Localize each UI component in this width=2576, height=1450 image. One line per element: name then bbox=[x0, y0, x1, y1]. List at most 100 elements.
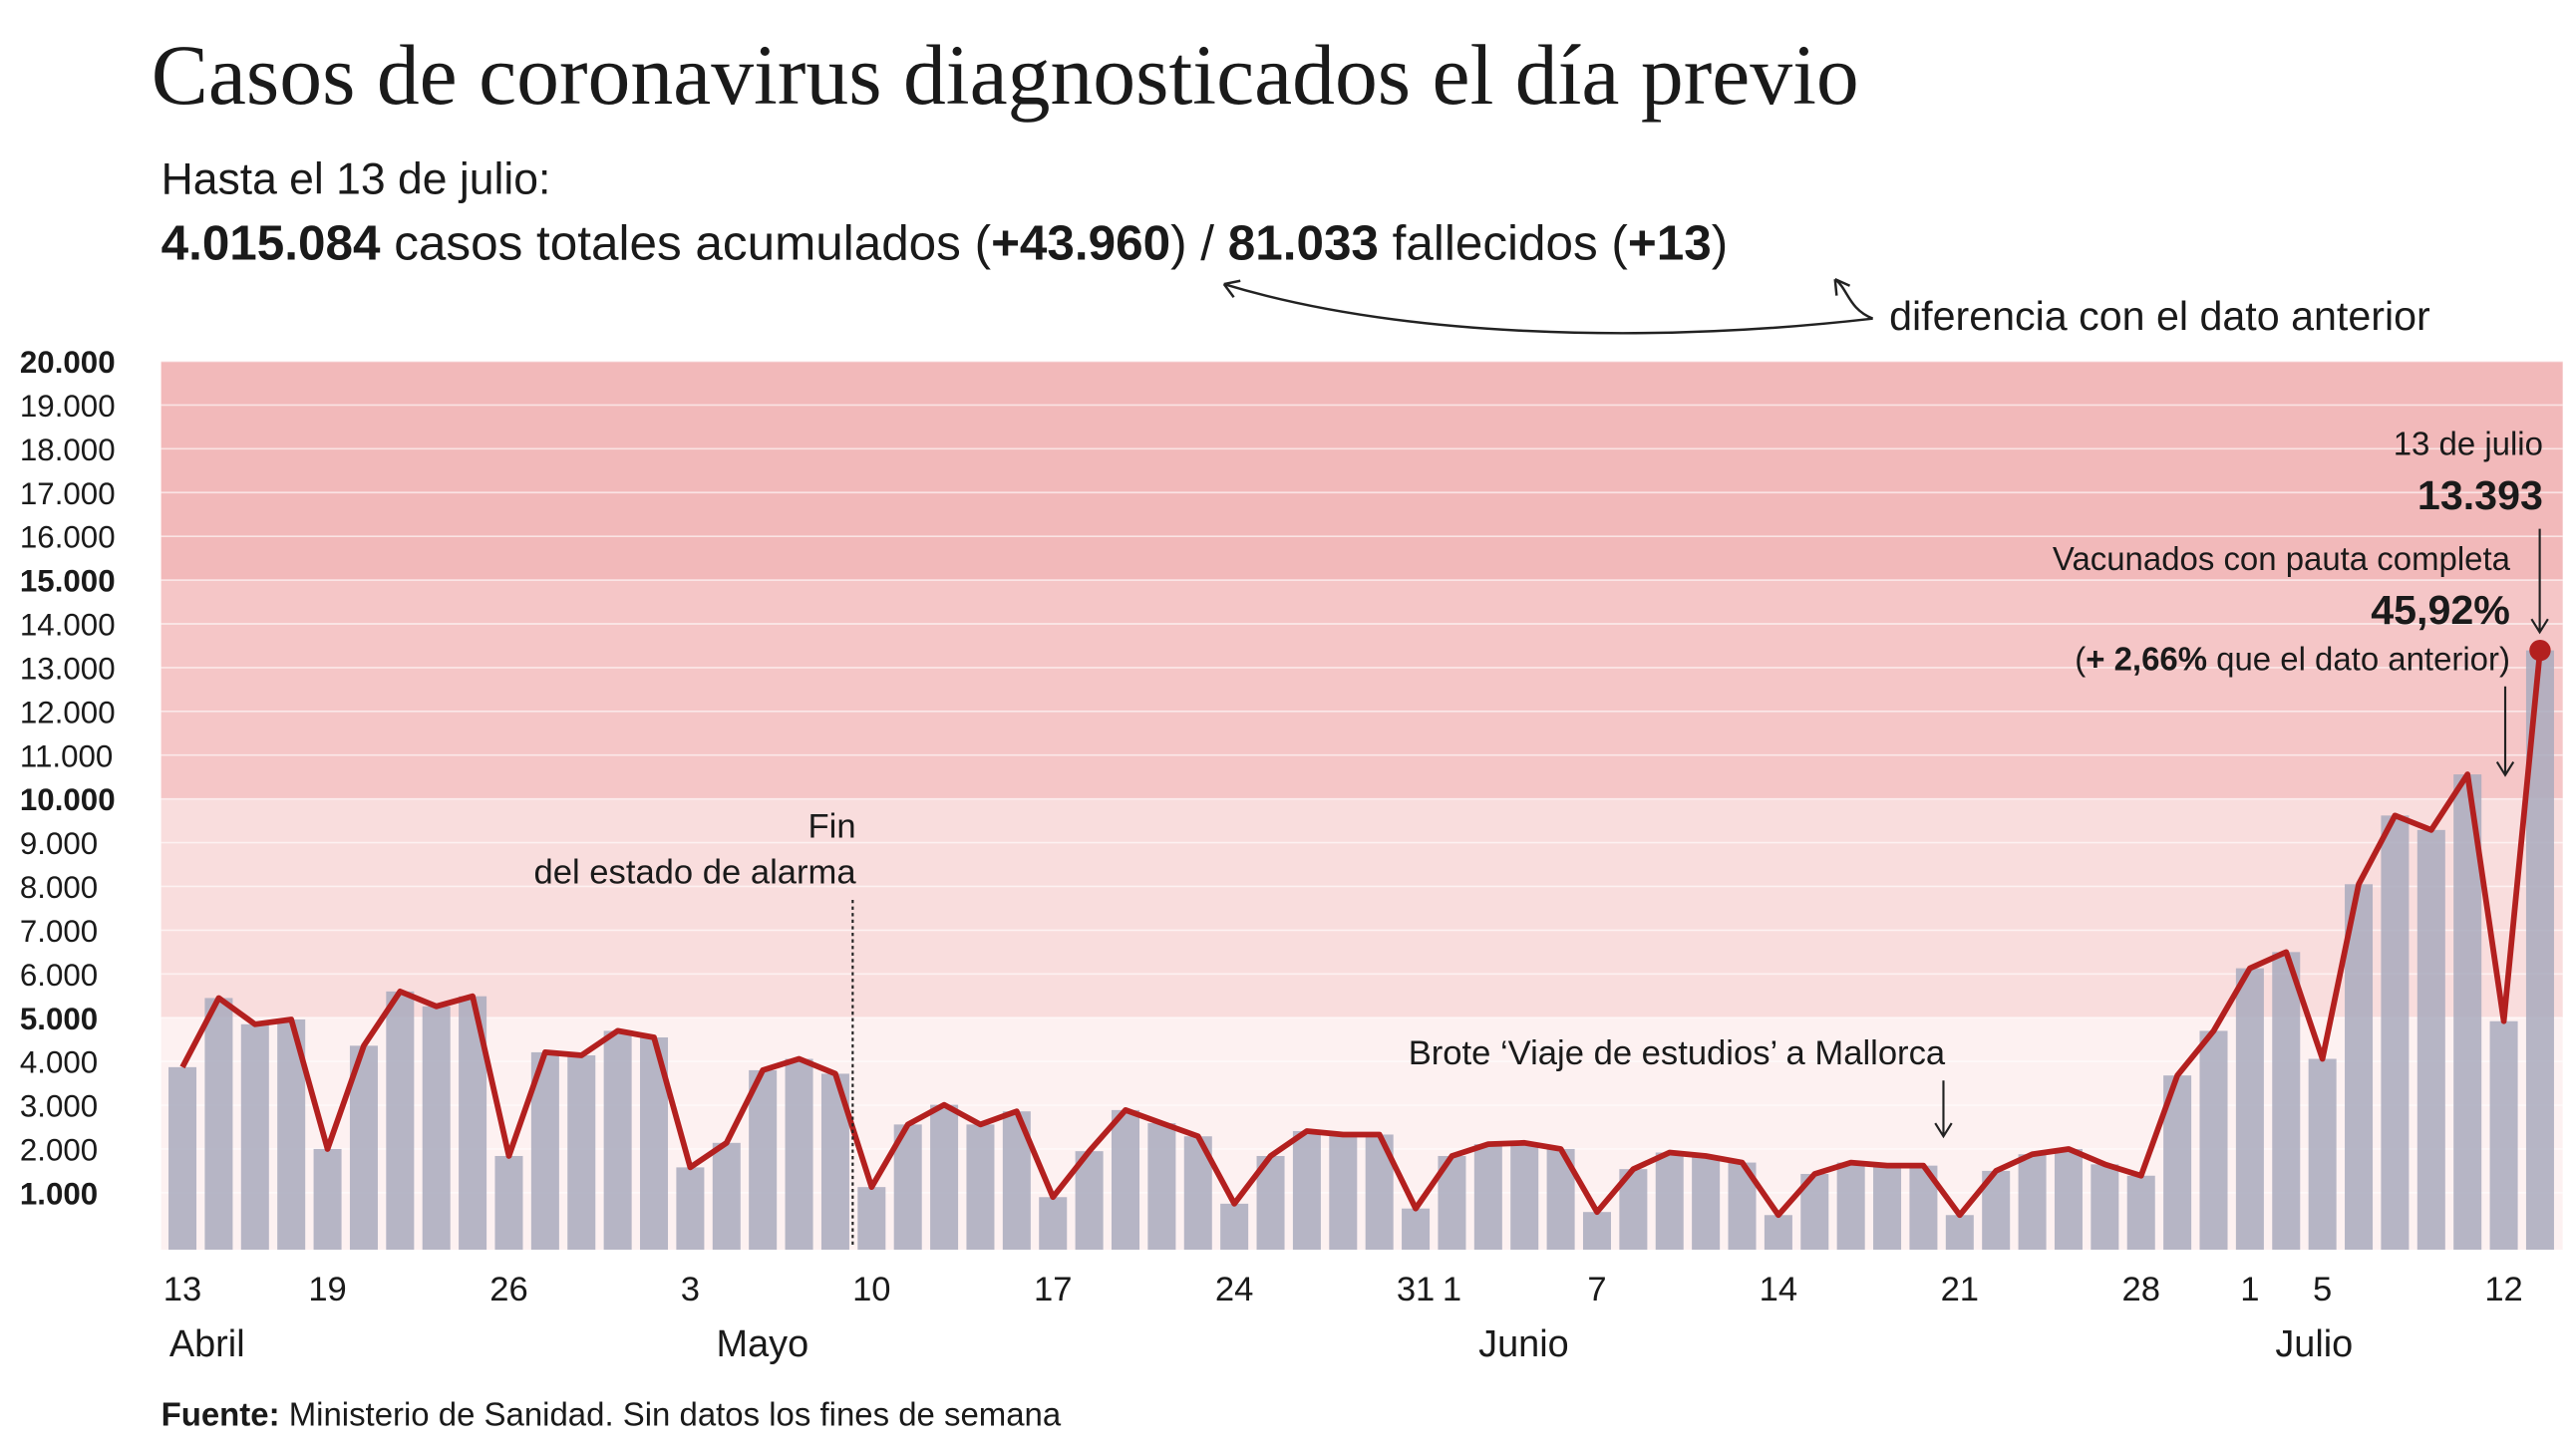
y-tick-label: 14.000 bbox=[20, 608, 116, 643]
bar bbox=[712, 1142, 741, 1250]
bar bbox=[1292, 1130, 1321, 1250]
subtitle: Hasta el 13 de julio: bbox=[161, 154, 551, 203]
text-part: +43.960 bbox=[991, 215, 1170, 270]
arrow bbox=[1833, 277, 1874, 320]
bar bbox=[2091, 1164, 2119, 1250]
bar bbox=[1329, 1134, 1358, 1250]
x-group-label: Mayo bbox=[717, 1323, 809, 1365]
bar bbox=[2235, 968, 2264, 1250]
line bbox=[179, 650, 2543, 1219]
y-tick-label: 11.000 bbox=[20, 738, 113, 773]
y-tick-label: 19.000 bbox=[20, 389, 116, 424]
x-tick-label: 21 bbox=[1941, 1271, 1979, 1308]
arrow bbox=[1222, 279, 1873, 335]
y-tick-label: 2.000 bbox=[20, 1132, 98, 1167]
chart-title: Casos de coronavirus diagnosticados el d… bbox=[152, 28, 1859, 123]
x-tick-label: 1 bbox=[1443, 1271, 1461, 1308]
y-tick-label: 9.000 bbox=[20, 826, 98, 861]
text-part: fallecidos ( bbox=[1379, 215, 1628, 270]
bar bbox=[749, 1069, 778, 1250]
text-part: Ministerio de Sanidad. Sin datos los fin… bbox=[280, 1395, 1062, 1432]
bar bbox=[204, 998, 233, 1250]
y-tick-label: 15.000 bbox=[20, 564, 116, 599]
bar bbox=[1147, 1123, 1176, 1250]
x-tick-label: 1 bbox=[2240, 1271, 2259, 1308]
bar bbox=[2126, 1175, 2155, 1250]
y-tick-label: 10.000 bbox=[20, 782, 116, 817]
bar bbox=[1945, 1215, 1974, 1250]
x-tick-label: 7 bbox=[1587, 1271, 1606, 1308]
bar bbox=[168, 1066, 197, 1250]
x-tick-label: 31 bbox=[1397, 1271, 1435, 1308]
bar bbox=[2272, 952, 2301, 1250]
text-part: Fuente: bbox=[161, 1395, 280, 1432]
x-tick-label: 5 bbox=[2313, 1271, 2332, 1308]
x-tick-label: 10 bbox=[852, 1271, 890, 1308]
y-tick-label: 4.000 bbox=[20, 1045, 98, 1080]
x-tick-label: 14 bbox=[1760, 1271, 1797, 1308]
bar bbox=[676, 1167, 705, 1250]
bar bbox=[1692, 1155, 1721, 1250]
bar bbox=[1039, 1197, 1068, 1250]
bar bbox=[2381, 815, 2410, 1250]
band bbox=[161, 361, 2563, 581]
x-group-label: Julio bbox=[2275, 1323, 2353, 1365]
bar bbox=[1873, 1165, 1902, 1250]
bar bbox=[930, 1104, 959, 1250]
bar bbox=[2018, 1154, 2047, 1250]
arrow bbox=[2530, 528, 2549, 635]
y-tick-label: 20.000 bbox=[20, 345, 116, 380]
bar bbox=[494, 1155, 523, 1250]
y-tick-label: 1.000 bbox=[20, 1176, 98, 1211]
bar bbox=[1836, 1162, 1865, 1250]
text-part: ) / bbox=[1170, 215, 1228, 270]
annotation: Vacunados con pauta completa bbox=[2053, 540, 2511, 577]
y-tick-label: 6.000 bbox=[20, 958, 98, 993]
end-point bbox=[2529, 639, 2551, 662]
bar bbox=[1111, 1109, 1140, 1250]
bar bbox=[1220, 1203, 1249, 1250]
arrow bbox=[2495, 686, 2515, 777]
bar bbox=[603, 1030, 632, 1250]
bar bbox=[2199, 1030, 2228, 1250]
bar bbox=[1402, 1208, 1431, 1250]
annotation: del estado de alarma bbox=[534, 854, 857, 892]
x-tick-label: 19 bbox=[308, 1271, 346, 1308]
x-group-label: Abril bbox=[169, 1323, 245, 1365]
x-tick-label: 12 bbox=[2484, 1271, 2522, 1308]
source: Fuente: Ministerio de Sanidad. Sin datos… bbox=[161, 1395, 1062, 1432]
arrow bbox=[1934, 1080, 1953, 1139]
annotation: Fin bbox=[808, 807, 856, 845]
plot: 1.000 2.000 3.000 4.000 5.000 6.000 7.000 8.000… bbox=[20, 345, 2563, 1365]
bar bbox=[2345, 884, 2374, 1250]
bar bbox=[386, 991, 415, 1250]
x-tick-label: 3 bbox=[681, 1271, 700, 1308]
text-part: ) bbox=[1712, 215, 1728, 270]
band bbox=[161, 580, 2563, 799]
y-tick-label: 13.000 bbox=[20, 651, 116, 686]
text-part: 81.033 bbox=[1228, 215, 1379, 270]
bar bbox=[2416, 829, 2445, 1250]
bar bbox=[1510, 1142, 1539, 1250]
bar bbox=[1655, 1152, 1684, 1250]
bar bbox=[2308, 1058, 2337, 1250]
y-tick-label: 8.000 bbox=[20, 870, 98, 905]
value-label: 13.393 bbox=[2417, 472, 2543, 518]
annotation: 13 de julio bbox=[2394, 425, 2543, 461]
annotation: (+ 2,66% que el dato anterior) bbox=[2075, 640, 2510, 677]
bar bbox=[2054, 1148, 2083, 1250]
bar bbox=[240, 1023, 269, 1250]
bar bbox=[1582, 1212, 1611, 1250]
x-tick-label: 28 bbox=[2121, 1271, 2159, 1308]
x-group-label: Junio bbox=[1478, 1323, 1569, 1365]
text-part: 4.015.084 bbox=[161, 215, 381, 270]
text-part: +13 bbox=[1628, 215, 1712, 270]
y-tick-label: 7.000 bbox=[20, 914, 98, 949]
y-tick-label: 16.000 bbox=[20, 520, 116, 555]
bar bbox=[1764, 1215, 1792, 1250]
bar bbox=[857, 1187, 886, 1250]
y-tick-label: 18.000 bbox=[20, 433, 116, 467]
annotation: Brote ‘Viaje de estudios’ a Mallorca bbox=[1409, 1034, 1946, 1072]
